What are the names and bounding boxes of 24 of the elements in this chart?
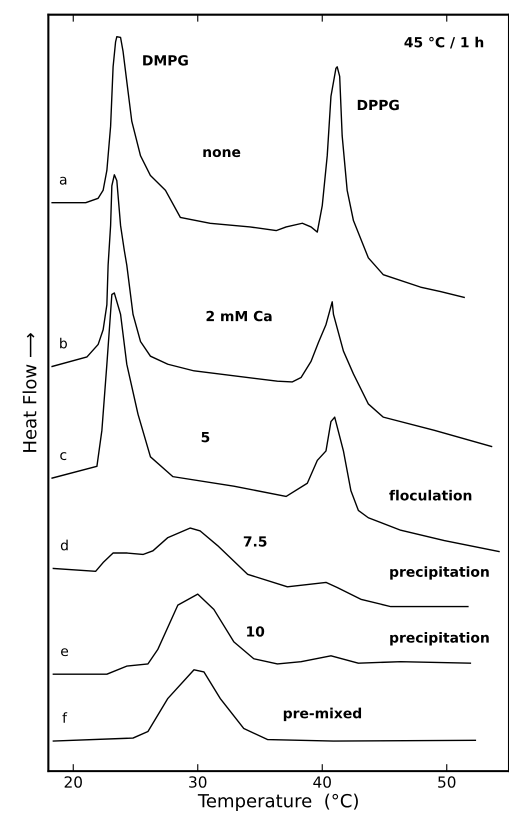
- annotation: floculation: [389, 490, 472, 501]
- annotation: precipitation: [390, 632, 489, 646]
- annotation: none: [203, 149, 240, 158]
- annotation: pre-mixed: [284, 708, 362, 722]
- annotation: 2 mM Ca: [206, 310, 272, 322]
- annotation: 7.5: [244, 536, 267, 547]
- x-tick-label: 50: [438, 776, 456, 788]
- annotation: 5: [202, 432, 210, 442]
- annotation: 45 °C / 1 h: [404, 36, 484, 49]
- series-label: f: [62, 712, 68, 723]
- y-axis-title: Heat Flow ⟶: [22, 333, 37, 452]
- series-label: c: [60, 452, 66, 460]
- x-tick-label: 40: [313, 776, 331, 788]
- annotation: 10: [247, 626, 264, 637]
- x-tick-label: 30: [189, 776, 206, 788]
- series-label: d: [60, 540, 68, 550]
- x-axis-title: Temperature (°C): [198, 794, 358, 812]
- annotation: precipitation: [390, 566, 489, 580]
- series-label: e: [61, 648, 68, 656]
- series-label: a: [60, 176, 66, 185]
- series-label: b: [60, 338, 67, 348]
- annotation: DMPG: [143, 55, 188, 66]
- annotation: DPPG: [358, 100, 399, 110]
- x-tick-label: 20: [64, 776, 82, 788]
